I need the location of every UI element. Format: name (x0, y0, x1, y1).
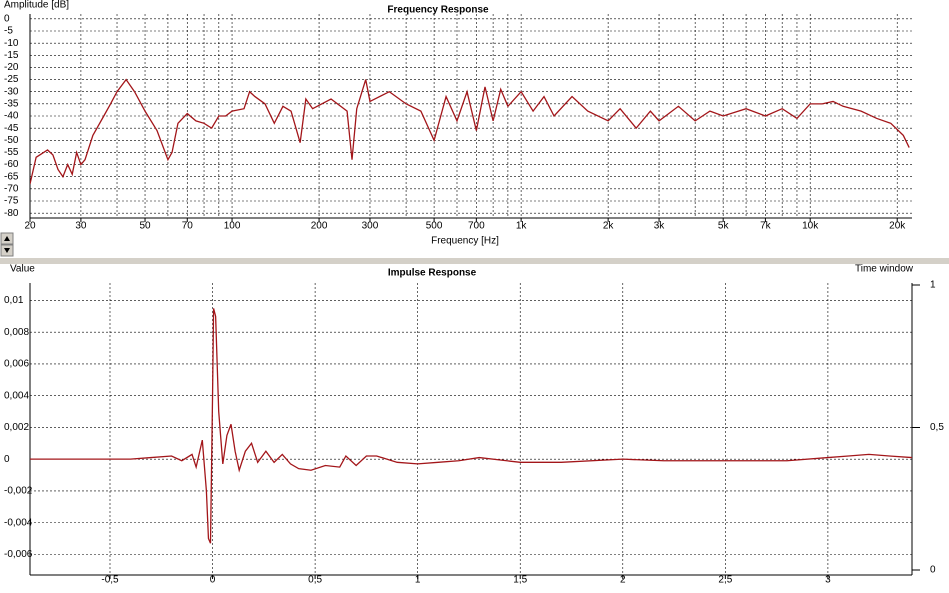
x-tick-label: 3k (654, 221, 666, 232)
splitter[interactable] (0, 258, 949, 264)
chart-title: Frequency Response (387, 5, 489, 16)
x-tick-label: 1k (516, 221, 528, 232)
x-tick-label: 7k (760, 221, 772, 232)
y-tick-label: 0,008 (4, 327, 29, 338)
y-tick-label: -75 (4, 196, 19, 207)
y-tick-label: -20 (4, 62, 19, 73)
x-tick-label: 1 (415, 575, 421, 586)
y-tick-label: -70 (4, 183, 19, 194)
x-tick-label: -0,5 (101, 575, 119, 586)
x-axis-label: Frequency [Hz] (431, 236, 499, 247)
y-tick-label: 0,002 (4, 422, 29, 433)
x-tick-label: 0,5 (308, 575, 322, 586)
x-tick-label: 20 (24, 221, 36, 232)
y-tick-label: -60 (4, 159, 19, 170)
y-tick-label: -35 (4, 98, 19, 109)
y-tick-label: 0,01 (4, 295, 24, 306)
y-tick-label: 0 (4, 13, 10, 24)
x-tick-label: 300 (362, 221, 379, 232)
x-tick-label: 100 (224, 221, 241, 232)
x-tick-label: 700 (468, 221, 485, 232)
x-tick-label: 3 (825, 575, 831, 586)
y-tick-label: -55 (4, 147, 19, 158)
y-tick-label: -40 (4, 111, 19, 122)
y-tick-label: 0,006 (4, 359, 29, 370)
scroll-down-button[interactable] (0, 244, 14, 257)
scroll-up-button[interactable] (0, 232, 14, 245)
x-tick-label: 1,5 (513, 575, 527, 586)
y-axis-label: Amplitude [dB] (4, 0, 69, 11)
y2-axis-label: Time window (855, 264, 914, 275)
chart-title: Impulse Response (388, 268, 477, 279)
y-axis-label: Value (10, 264, 35, 275)
y-tick-label: 0,004 (4, 390, 29, 401)
x-tick-label: 0 (210, 575, 216, 586)
y2-tick-label: 0 (930, 565, 936, 576)
y-tick-label: -5 (4, 26, 13, 37)
y-tick-label: -10 (4, 38, 19, 49)
y2-tick-label: 0,5 (930, 422, 944, 433)
y2-tick-label: 1 (930, 280, 936, 291)
x-tick-label: 10k (802, 221, 819, 232)
y-tick-label: -45 (4, 123, 19, 134)
y-tick-label: -80 (4, 208, 19, 219)
y-tick-label: -65 (4, 171, 19, 182)
y-tick-label: -0,004 (4, 517, 33, 528)
response-line (30, 78, 910, 185)
y-tick-label: -0,006 (4, 549, 33, 560)
x-tick-label: 500 (426, 221, 443, 232)
x-tick-label: 5k (718, 221, 730, 232)
x-tick-label: 70 (182, 221, 194, 232)
x-tick-label: 200 (311, 221, 328, 232)
x-tick-label: 2 (620, 575, 626, 586)
y-tick-label: -50 (4, 135, 19, 146)
x-tick-label: 2,5 (718, 575, 732, 586)
x-tick-label: 50 (139, 221, 151, 232)
x-tick-label: 2k (603, 221, 615, 232)
response-line (30, 308, 912, 544)
y-tick-label: -15 (4, 50, 19, 61)
y-tick-label: -30 (4, 86, 19, 97)
y-tick-label: -25 (4, 74, 19, 85)
x-tick-label: 30 (75, 221, 87, 232)
y-tick-label: 0 (4, 454, 10, 465)
x-tick-label: 20k (889, 221, 906, 232)
y-tick-label: -0,002 (4, 486, 33, 497)
